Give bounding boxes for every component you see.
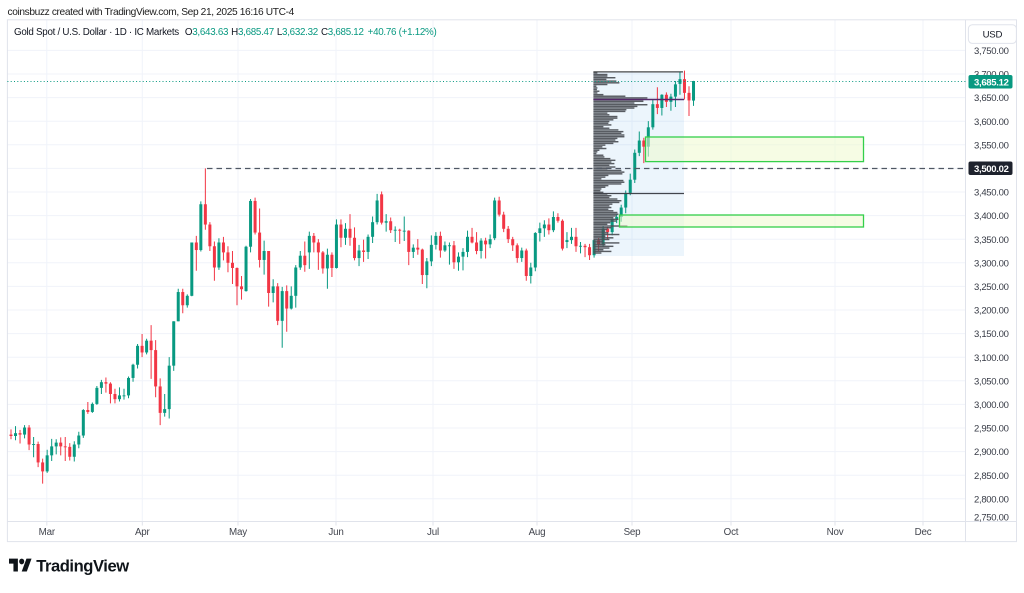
svg-text:3,200.00: 3,200.00 xyxy=(974,306,1009,317)
svg-text:Nov: Nov xyxy=(827,527,844,538)
svg-text:2,850.00: 2,850.00 xyxy=(974,471,1009,482)
svg-text:2,800.00: 2,800.00 xyxy=(974,494,1009,505)
svg-text:Apr: Apr xyxy=(135,527,151,538)
svg-text:coinsbuzz created with Trading: coinsbuzz created with TradingView.com, … xyxy=(8,7,295,18)
svg-text:3,600.00: 3,600.00 xyxy=(974,117,1009,128)
svg-text:Sep: Sep xyxy=(624,527,642,538)
svg-text:USD: USD xyxy=(983,30,1003,41)
svg-text:2,950.00: 2,950.00 xyxy=(974,424,1009,435)
svg-text:Jul: Jul xyxy=(427,527,439,538)
svg-text:Aug: Aug xyxy=(529,527,546,538)
svg-text:2,900.00: 2,900.00 xyxy=(974,447,1009,458)
svg-text:3,500.02: 3,500.02 xyxy=(974,164,1009,175)
svg-text:Dec: Dec xyxy=(915,527,932,538)
svg-text:Mar: Mar xyxy=(39,527,56,538)
svg-text:3,050.00: 3,050.00 xyxy=(974,376,1009,387)
svg-text:3,400.00: 3,400.00 xyxy=(974,211,1009,222)
svg-text:Jun: Jun xyxy=(328,527,343,538)
svg-text:3,000.00: 3,000.00 xyxy=(974,400,1009,411)
svg-text:Gold Spot / U.S. Dollar · 1D ·: Gold Spot / U.S. Dollar · 1D · IC Market… xyxy=(14,27,436,38)
svg-text:3,350.00: 3,350.00 xyxy=(974,235,1009,246)
svg-text:Oct: Oct xyxy=(724,527,739,538)
svg-text:3,750.00: 3,750.00 xyxy=(974,46,1009,57)
svg-text:3,150.00: 3,150.00 xyxy=(974,329,1009,340)
svg-text:3,100.00: 3,100.00 xyxy=(974,353,1009,364)
svg-text:3,550.00: 3,550.00 xyxy=(974,140,1009,151)
svg-text:3,300.00: 3,300.00 xyxy=(974,258,1009,269)
svg-text:May: May xyxy=(229,527,247,538)
svg-text:TradingView: TradingView xyxy=(36,556,129,575)
svg-text:3,650.00: 3,650.00 xyxy=(974,93,1009,104)
svg-text:3,685.12: 3,685.12 xyxy=(974,77,1009,88)
svg-text:2,750.00: 2,750.00 xyxy=(974,513,1009,524)
svg-text:3,250.00: 3,250.00 xyxy=(974,282,1009,293)
svg-text:3,450.00: 3,450.00 xyxy=(974,188,1009,199)
